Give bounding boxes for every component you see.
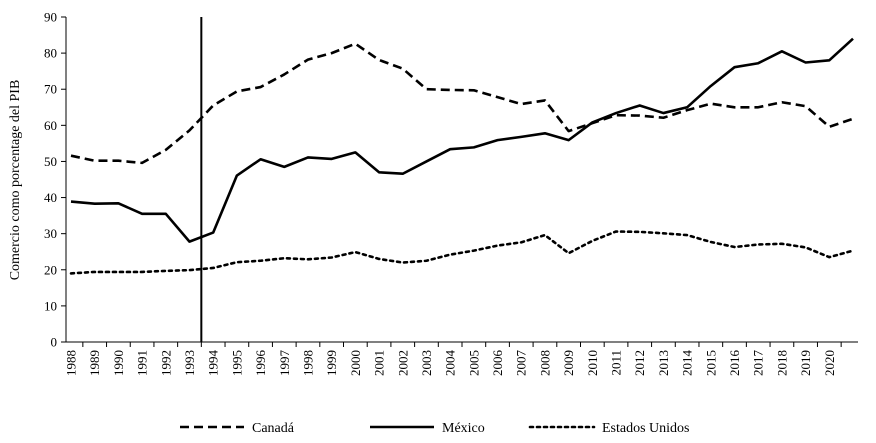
legend-label: Canadá (252, 421, 295, 436)
legend-label: México (442, 421, 485, 436)
x-tick-label: 2016 (727, 350, 742, 377)
x-tick-label: 2000 (348, 350, 363, 376)
series-line-m-xico (70, 37, 854, 243)
series-line-estados-unidos (69, 230, 855, 275)
x-tick-label: 1993 (182, 350, 197, 376)
x-tick-label: 1988 (64, 350, 79, 376)
y-tick-label: 80 (44, 46, 57, 61)
x-tick-label: 2014 (680, 350, 695, 377)
x-tick-label: 2018 (774, 350, 789, 376)
x-tick-label: 2020 (822, 350, 837, 376)
legend-item: Estados Unidos (528, 421, 690, 436)
x-tick-label: 1989 (87, 350, 102, 376)
y-tick-label: 20 (44, 262, 57, 277)
legend-item: México (370, 421, 485, 436)
y-tick-label: 40 (44, 190, 57, 205)
series-line-canad (70, 42, 854, 165)
x-tick-label: 1991 (135, 350, 150, 376)
x-tick-label: 1997 (277, 350, 292, 377)
x-tick-label: 2019 (798, 350, 813, 376)
x-tick-label: 2006 (490, 350, 505, 377)
x-tick-label: 2009 (561, 350, 576, 376)
y-tick-label: 10 (44, 298, 57, 313)
y-axis-title: Comercio como porcentage del PIB (8, 80, 23, 281)
x-tick-label: 2012 (632, 350, 647, 376)
x-tick-label: 2013 (656, 350, 671, 376)
legend-item: Canadá (180, 421, 295, 436)
x-tick-label: 2001 (372, 350, 387, 376)
x-tick-label: 2010 (585, 350, 600, 376)
x-tick-label: 2017 (751, 350, 766, 377)
legend-label: Estados Unidos (602, 421, 690, 436)
x-tick-label: 2004 (443, 350, 458, 377)
x-tick-label: 1996 (253, 350, 268, 377)
x-tick-label: 1998 (300, 350, 315, 376)
x-tick-label: 1999 (324, 350, 339, 376)
x-tick-label: 2005 (466, 350, 481, 376)
x-tick-label: 1990 (111, 350, 126, 376)
y-tick-label: 50 (44, 154, 57, 169)
y-tick-label: 90 (44, 10, 57, 25)
x-tick-label: 2007 (514, 350, 529, 377)
x-tick-label: 2003 (419, 350, 434, 376)
x-tick-label: 2011 (609, 350, 624, 376)
x-tick-label: 1992 (158, 350, 173, 376)
x-tick-label: 2008 (537, 350, 552, 376)
x-tick-label: 2015 (703, 350, 718, 376)
x-tick-label: 1994 (206, 350, 221, 377)
y-tick-label: 0 (51, 335, 58, 350)
y-tick-label: 30 (44, 226, 57, 241)
x-tick-label: 2002 (395, 350, 410, 376)
x-tick-label: 1995 (229, 350, 244, 376)
y-tick-label: 70 (44, 82, 57, 97)
y-tick-label: 60 (44, 118, 57, 133)
